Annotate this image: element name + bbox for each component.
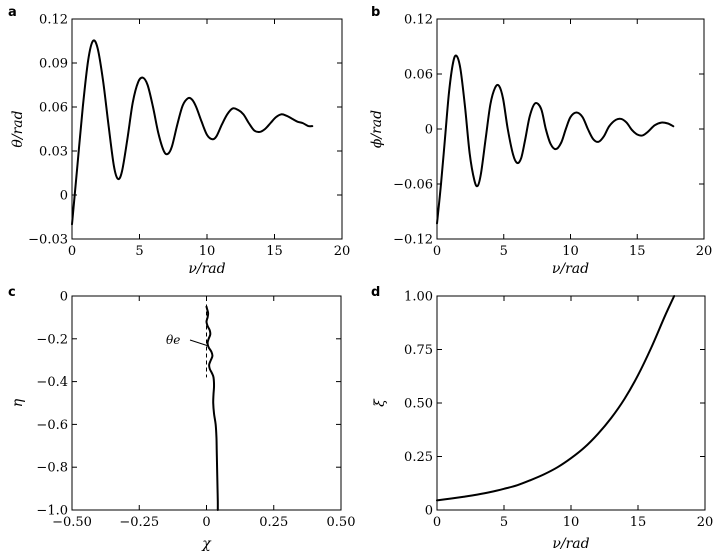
- y-axis-label-c: η: [10, 398, 26, 407]
- x-tick-label-c: −0.50: [52, 515, 92, 530]
- y-tick-label-b: 0.12: [404, 13, 433, 28]
- panel-label-d: d: [371, 285, 380, 300]
- panel-c: c −0.50 −0.25 0 0.25 0.50 −1.0 −0.8 −0.6 −0.4 −0.…: [8, 285, 355, 552]
- y-axis-label-a: θ/rad: [10, 110, 26, 147]
- y-tick-label-a: 0.03: [39, 145, 68, 160]
- x-tick-label-d: 20: [697, 515, 714, 530]
- x-tick-label-a: 0: [68, 244, 76, 259]
- y-tick-label-b: −0.12: [393, 233, 433, 248]
- series-line-a-theta: [71, 39, 314, 226]
- x-tick-label-d: 0: [433, 515, 441, 530]
- plot-frame-b: [436, 18, 705, 240]
- x-tick-label-c: 0.25: [259, 515, 288, 530]
- y-tick-label-d: 0: [425, 504, 433, 519]
- y-tick-label-c: 0: [60, 290, 68, 305]
- panel-b: b 0 5 10 15 20 −0.12 −0.06 0 0.06 0.12 ν/rad ϕ/rad: [369, 5, 712, 277]
- x-tick-label-c: −0.25: [119, 515, 159, 530]
- y-axis-label-d: ξ: [372, 398, 388, 407]
- y-tick-label-a: −0.03: [28, 233, 68, 248]
- y-axis-label-b: ϕ/rad: [369, 110, 385, 148]
- panel-a: a 0 5 10 15 20−0.0300.030.060.090.12ν/radθ/r…: [8, 5, 350, 277]
- y-tick-label-d: 0.75: [404, 343, 433, 358]
- y-tick-label-d: 0.25: [404, 450, 433, 465]
- y-tick-label-d: 0.50: [404, 397, 433, 412]
- panel-label-a: a: [8, 5, 17, 20]
- x-tick-label-d: 15: [630, 515, 647, 530]
- x-tick-label-b: 10: [562, 244, 579, 259]
- y-tick-label-a: 0.12: [39, 13, 68, 28]
- y-tick-label-d: 1.00: [404, 290, 433, 305]
- x-tick-label-d: 10: [563, 515, 580, 530]
- x-tick-label-a: 10: [199, 244, 216, 259]
- x-axis-label-d: ν/rad: [552, 536, 589, 552]
- y-tick-label-a: 0.09: [39, 57, 68, 72]
- x-tick-label-b: 5: [500, 244, 508, 259]
- y-tick-label-c: −1.0: [36, 504, 68, 519]
- x-axis-label-b: ν/rad: [552, 261, 589, 277]
- y-tick-label-c: −0.6: [36, 418, 68, 433]
- x-tick-label-a: 15: [266, 244, 283, 259]
- x-tick-label-b: 15: [629, 244, 646, 259]
- x-tick-label-c: 0.50: [327, 515, 356, 530]
- y-tick-label-b: 0.06: [404, 68, 433, 83]
- y-tick-label-c: −0.8: [36, 461, 68, 476]
- annotation-c: θe: [166, 333, 180, 347]
- series-line-c-trajectory: [205, 305, 219, 511]
- y-tick-label-a: 0: [60, 189, 68, 204]
- plot-frame-d: [436, 295, 706, 511]
- x-axis-label-a: ν/rad: [188, 261, 225, 277]
- y-tick-label-b: 0: [425, 123, 433, 138]
- y-tick-label-b: −0.06: [393, 178, 433, 193]
- panel-d: d 0 5 10 15 20 0 0.25 0.50 0.75 1.00 ν/rad ξ: [371, 285, 713, 552]
- annotation-leader-c: [189, 339, 209, 347]
- x-tick-label-a: 5: [135, 244, 143, 259]
- plot-frame-a: [71, 18, 343, 240]
- series-line-d-xi: [436, 295, 676, 502]
- y-tick-label-c: −0.4: [36, 375, 68, 390]
- x-axis-label-c: χ: [201, 536, 212, 552]
- panel-label-c: c: [8, 285, 16, 300]
- x-tick-label-d: 5: [500, 515, 508, 530]
- x-tick-label-c: 0: [202, 515, 210, 530]
- y-tick-label-c: −0.2: [36, 332, 68, 347]
- x-tick-label-b: 0: [433, 244, 441, 259]
- x-tick-label-b: 20: [696, 244, 713, 259]
- x-tick-label-a: 20: [334, 244, 351, 259]
- y-tick-label-a: 0.06: [39, 101, 68, 116]
- series-line-b-phi: [436, 54, 675, 225]
- panel-label-b: b: [371, 5, 380, 20]
